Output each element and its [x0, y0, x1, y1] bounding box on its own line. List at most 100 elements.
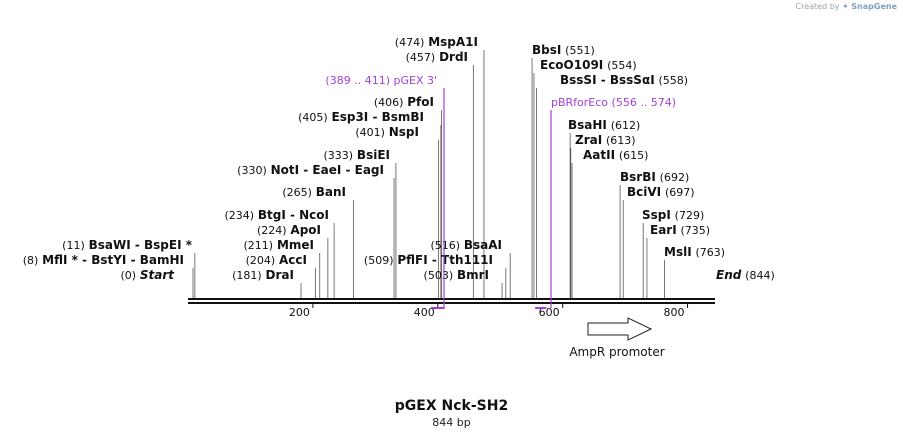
site-label: (405) Esp3I - BsmBI — [298, 110, 424, 124]
site-position: (457) — [406, 51, 436, 64]
site-position: (554) — [607, 59, 637, 72]
plasmid-length: 844 bp — [432, 416, 471, 429]
site-label: MslI (763) — [664, 245, 725, 259]
site-position: (844) — [745, 269, 775, 282]
plasmid-title: pGEX Nck-SH2 — [394, 398, 509, 414]
site-position: (8) — [23, 254, 39, 267]
primer-range: (389 .. 411) — [325, 74, 393, 87]
site-label: BbsI (551) — [532, 43, 595, 57]
site-label: (8) MflI * - BstYI - BamHI — [23, 253, 184, 267]
site-position: (763) — [696, 246, 726, 259]
site-position: (613) — [606, 134, 636, 147]
restriction-sites: (0) Start(8) MflI * - BstYI - BamHI(11) … — [23, 35, 775, 298]
site-enzyme-names: AccI — [279, 253, 307, 267]
credit-brand: SnapGene — [851, 2, 897, 11]
site-position: (224) — [257, 224, 287, 237]
site-enzyme-names: DraI — [266, 268, 294, 282]
site-enzyme-names: PfoI — [407, 95, 434, 109]
site-enzyme-names: EarI — [650, 223, 677, 237]
site-position: (406) — [374, 96, 404, 109]
snapgene-logo-icon: ✦ — [842, 2, 849, 11]
site-label: (516) BsaAI — [430, 238, 502, 252]
site-enzyme-names: BciVI — [627, 185, 661, 199]
site-enzyme-names: MspA1I — [428, 35, 478, 49]
site-enzyme-names: AatII — [583, 148, 615, 162]
site-enzyme-names: BssSI - BssSαI — [560, 73, 655, 87]
site-position: (612) — [611, 119, 641, 132]
site-enzyme-names: MslI — [664, 245, 692, 259]
site-label: (204) AccI — [246, 253, 307, 267]
site-enzyme-names: BsiEI — [357, 148, 390, 162]
axis-tick-label: 400 — [414, 306, 435, 319]
site-position: (503) — [424, 269, 454, 282]
site-position: (692) — [660, 171, 690, 184]
site-enzyme-names: NspI — [389, 125, 419, 139]
site-label: SspI (729) — [642, 208, 704, 222]
site-enzyme-names: BbsI — [532, 43, 561, 57]
site-enzyme-names: BtgI - NcoI — [258, 208, 329, 222]
site-label: BsrBI (692) — [620, 170, 689, 184]
site-label: (11) BsaWI - BspEI * — [62, 238, 193, 252]
site-position: (735) — [681, 224, 711, 237]
site-enzyme-names: End — [716, 268, 742, 282]
primer: pBRforEco (556 .. 574) — [535, 96, 676, 309]
axis-tick-label: 800 — [664, 306, 685, 319]
site-enzyme-names: DrdI — [439, 50, 468, 64]
snapgene-credit: Created by ✦ SnapGene — [795, 2, 897, 11]
site-label: (224) ApoI — [257, 223, 321, 237]
site-label: (234) BtgI - NcoI — [224, 208, 329, 222]
primer-range: (556 .. 574) — [612, 96, 677, 109]
site-label: EcoO109I (554) — [540, 58, 637, 72]
site-label: (474) MspA1I — [395, 35, 478, 49]
site-position: (551) — [565, 44, 595, 57]
site-label: EarI (735) — [650, 223, 710, 237]
site-position: (729) — [675, 209, 705, 222]
site-position: (558) — [659, 74, 689, 87]
axis-tick-label: 200 — [289, 306, 310, 319]
site-position: (516) — [430, 239, 460, 252]
site-position: (11) — [62, 239, 85, 252]
site-enzyme-names: Start — [140, 268, 175, 282]
site-label: (509) PflFI - Tth111I — [364, 253, 493, 267]
site-position: (330) — [237, 164, 267, 177]
site-label: (503) BmrI — [424, 268, 489, 282]
site-label: (330) NotI - EaeI - EagI — [237, 163, 384, 177]
site-position: (474) — [395, 36, 425, 49]
site-position: (265) — [282, 186, 312, 199]
feature-ampr-promoter: AmpR promoter — [569, 317, 665, 359]
site-enzyme-names: BsaWI - BspEI * — [89, 238, 193, 252]
site-enzyme-names: Esp3I - BsmBI — [332, 110, 424, 124]
site-enzyme-names: NotI - EaeI - EagI — [271, 163, 384, 177]
site-enzyme-names: MmeI — [277, 238, 314, 252]
site-label: (401) NspI — [355, 125, 419, 139]
site-label: AatII (615) — [583, 148, 648, 162]
site-label: ZraI (613) — [575, 133, 636, 147]
site-enzyme-names: BsrBI — [620, 170, 656, 184]
site-enzyme-names: SspI — [642, 208, 671, 222]
site-position: (697) — [665, 186, 695, 199]
site-label: BciVI (697) — [627, 185, 695, 199]
site-enzyme-names: MflI * - BstYI - BamHI — [42, 253, 184, 267]
site-label: (457) DrdI — [406, 50, 468, 64]
site-label: End (844) — [716, 268, 775, 282]
site-label: (265) BanI — [282, 185, 346, 199]
site-position: (204) — [246, 254, 276, 267]
site-position: (333) — [324, 149, 354, 162]
site-label: (181) DraI — [232, 268, 294, 282]
site-enzyme-names: EcoO109I — [540, 58, 603, 72]
site-label: (333) BsiEI — [324, 148, 391, 162]
primer-label: pBRforEco (556 .. 574) — [551, 96, 676, 109]
site-position: (211) — [244, 239, 274, 252]
site-position: (401) — [355, 126, 385, 139]
site-enzyme-names: ZraI — [575, 133, 602, 147]
site-label: (211) MmeI — [244, 238, 314, 252]
site-enzyme-names: BmrI — [457, 268, 489, 282]
site-position: (181) — [232, 269, 262, 282]
site-position: (509) — [364, 254, 394, 267]
site-enzyme-names: BsaHI — [568, 118, 607, 132]
site-position: (234) — [224, 209, 254, 222]
credit-prefix: Created by — [795, 2, 840, 11]
site-label: BssSI - BssSαI (558) — [560, 73, 688, 87]
primer-label: (389 .. 411) pGEX 3' — [325, 74, 437, 87]
